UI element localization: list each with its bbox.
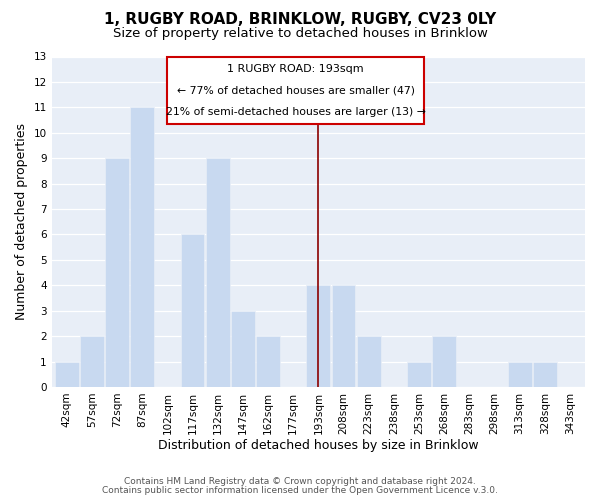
Bar [80, 336, 104, 387]
Bar [206, 158, 230, 387]
Text: 1, RUGBY ROAD, BRINKLOW, RUGBY, CV23 0LY: 1, RUGBY ROAD, BRINKLOW, RUGBY, CV23 0LY [104, 12, 496, 28]
Y-axis label: Number of detached properties: Number of detached properties [15, 123, 28, 320]
Text: Contains HM Land Registry data © Crown copyright and database right 2024.: Contains HM Land Registry data © Crown c… [124, 477, 476, 486]
Text: 1 RUGBY ROAD: 193sqm: 1 RUGBY ROAD: 193sqm [227, 64, 364, 74]
Bar [105, 158, 129, 387]
Bar [181, 234, 205, 387]
Bar [356, 336, 380, 387]
Bar [533, 362, 557, 387]
Bar [130, 108, 154, 387]
Bar [55, 362, 79, 387]
Text: Contains public sector information licensed under the Open Government Licence v.: Contains public sector information licen… [102, 486, 498, 495]
Bar [508, 362, 532, 387]
Bar [407, 362, 431, 387]
Text: ← 77% of detached houses are smaller (47): ← 77% of detached houses are smaller (47… [176, 86, 415, 96]
Bar [332, 286, 355, 387]
X-axis label: Distribution of detached houses by size in Brinklow: Distribution of detached houses by size … [158, 440, 479, 452]
Bar [231, 310, 255, 387]
FancyBboxPatch shape [167, 56, 424, 124]
Bar [256, 336, 280, 387]
Text: Size of property relative to detached houses in Brinklow: Size of property relative to detached ho… [113, 28, 487, 40]
Bar [307, 286, 330, 387]
Bar [432, 336, 456, 387]
Text: 21% of semi-detached houses are larger (13) →: 21% of semi-detached houses are larger (… [166, 107, 425, 117]
